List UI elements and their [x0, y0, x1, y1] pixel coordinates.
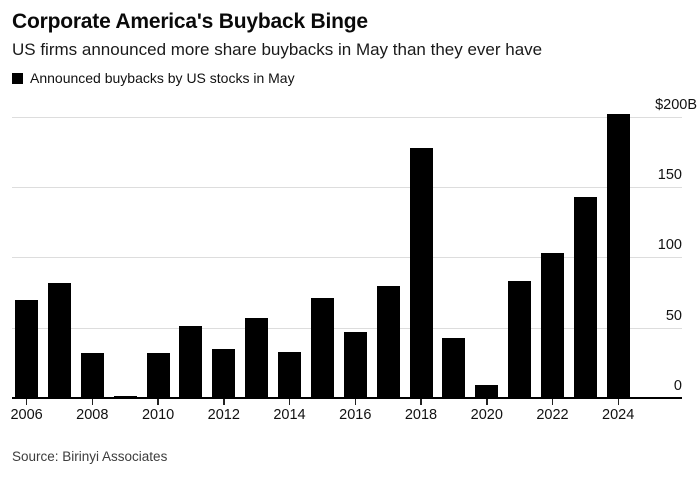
bar-2018 — [409, 147, 433, 398]
bar-2006 — [15, 299, 39, 398]
chart-legend: Announced buybacks by US stocks in May — [12, 70, 295, 86]
bar-2010 — [146, 353, 170, 398]
bar-2023 — [573, 196, 597, 398]
bar-2014 — [278, 351, 301, 398]
bar-2009 — [113, 395, 137, 398]
x-tick-label-2008: 2008 — [76, 407, 109, 423]
gridline-200 — [12, 116, 682, 118]
bar-2011 — [179, 326, 203, 398]
legend-swatch-icon — [12, 72, 23, 84]
x-tick-2016 — [354, 398, 356, 405]
bar-2016 — [343, 331, 367, 398]
x-tick-label-2024: 2024 — [602, 407, 635, 423]
gridline-100 — [12, 257, 682, 259]
x-tick-label-2022: 2022 — [536, 407, 569, 423]
bar-2007 — [48, 282, 71, 398]
y-tick-label-200: $200B — [655, 96, 697, 113]
x-tick-label-2016: 2016 — [339, 407, 372, 423]
page-subtitle: US firms announced more share buybacks i… — [12, 40, 543, 59]
x-tick-2012 — [223, 398, 225, 405]
legend-label: Announced buybacks by US stocks in May — [30, 70, 295, 86]
x-tick-2008 — [91, 398, 94, 405]
x-tick-2010 — [157, 398, 159, 405]
bar-2019 — [442, 337, 466, 398]
gridline-150 — [12, 187, 682, 189]
x-tick-label-2018: 2018 — [404, 407, 438, 423]
gridline-50 — [12, 327, 682, 329]
y-tick-label-0: 0 — [673, 378, 682, 394]
x-tick-2024 — [617, 398, 619, 405]
x-tick-label-2010: 2010 — [141, 407, 175, 423]
y-tick-label-150: 150 — [657, 167, 682, 184]
x-tick-2018 — [420, 398, 422, 405]
bar-2022 — [541, 253, 564, 398]
x-tick-label-2012: 2012 — [207, 407, 240, 423]
bar-2015 — [310, 298, 334, 398]
bar-2012 — [212, 348, 236, 398]
x-tick-2014 — [288, 398, 291, 405]
y-tick-label-50: 50 — [665, 307, 682, 324]
bar-2024 — [606, 113, 630, 398]
x-tick-label-2006: 2006 — [10, 407, 43, 423]
y-tick-label-100: 100 — [657, 237, 682, 254]
x-tick-label-2020: 2020 — [470, 407, 503, 423]
bar-2020 — [475, 385, 499, 398]
bar-2017 — [376, 285, 400, 398]
bar-2021 — [508, 281, 532, 398]
x-tick-2006 — [25, 398, 28, 405]
bar-2013 — [245, 317, 269, 398]
x-tick-label-2014: 2014 — [273, 407, 306, 423]
source-attribution: Source: Birinyi Associates — [12, 449, 168, 464]
page-title: Corporate America's Buyback Binge — [12, 10, 368, 33]
x-tick-2020 — [486, 398, 488, 405]
bar-2008 — [80, 353, 104, 398]
x-tick-2022 — [551, 398, 554, 405]
